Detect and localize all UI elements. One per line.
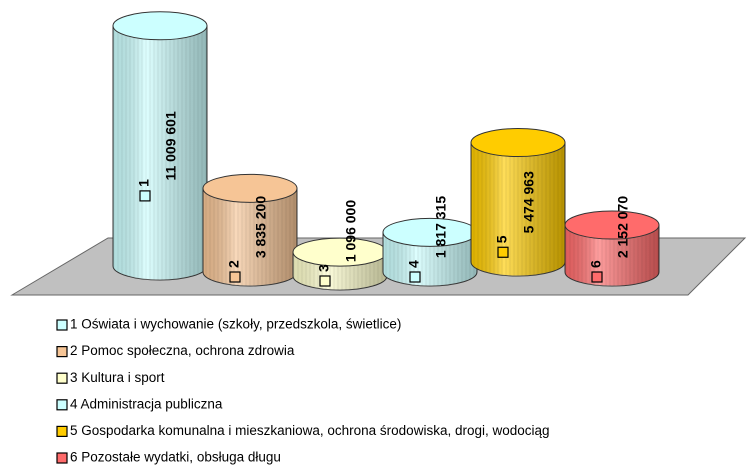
category-label: 6 — [588, 260, 604, 268]
legend-key — [56, 452, 68, 464]
legend-label: 3 Kultura i sport — [70, 370, 165, 385]
legend-label: 5 Gospodarka komunalna i mieszkaniowa, o… — [70, 423, 550, 438]
category-label: 4 — [406, 260, 422, 268]
category-marker — [497, 246, 509, 258]
cylinder-top — [382, 217, 478, 247]
value-label: 1 817 315 — [433, 196, 449, 258]
category-marker — [229, 271, 241, 283]
value-label: 3 835 200 — [253, 196, 269, 258]
value-label: 11 009 601 — [163, 111, 179, 181]
cylinder-stripes — [113, 25, 207, 280]
cylinder-stripes — [471, 142, 565, 276]
legend-label: 2 Pomoc społeczna, ochrona zdrowia — [70, 343, 295, 358]
cylinder-top — [470, 128, 566, 158]
cylinder-stripes — [565, 225, 659, 286]
value-label: 1 096 000 — [343, 200, 359, 262]
category-label: 5 — [494, 235, 510, 243]
category-marker — [409, 271, 421, 283]
cylinder-top — [112, 11, 208, 41]
value-label: 2 152 070 — [615, 196, 631, 258]
legend-key — [56, 372, 68, 384]
cylinder-top — [564, 210, 660, 240]
legend-key — [56, 346, 68, 358]
cylinder-top — [292, 237, 388, 267]
category-marker — [139, 190, 151, 202]
legend-key — [56, 399, 68, 411]
cylinder-stripes — [383, 232, 477, 286]
value-label: 5 474 963 — [521, 171, 537, 233]
legend-key — [56, 425, 68, 437]
cylinder-stripes — [203, 188, 297, 286]
category-label: 2 — [226, 260, 242, 268]
legend-label: 6 Pozostałe wydatki, obsługa długu — [70, 450, 281, 465]
legend-label: 4 Administracja publiczna — [70, 396, 223, 411]
category-marker — [319, 275, 331, 287]
cylinder-top — [202, 173, 298, 203]
category-marker — [591, 271, 603, 283]
category-label: 1 — [136, 179, 152, 187]
category-label: 3 — [316, 264, 332, 272]
legend-key — [56, 319, 68, 331]
legend-label: 1 Oświata i wychowanie (szkoły, przedszk… — [70, 317, 401, 332]
